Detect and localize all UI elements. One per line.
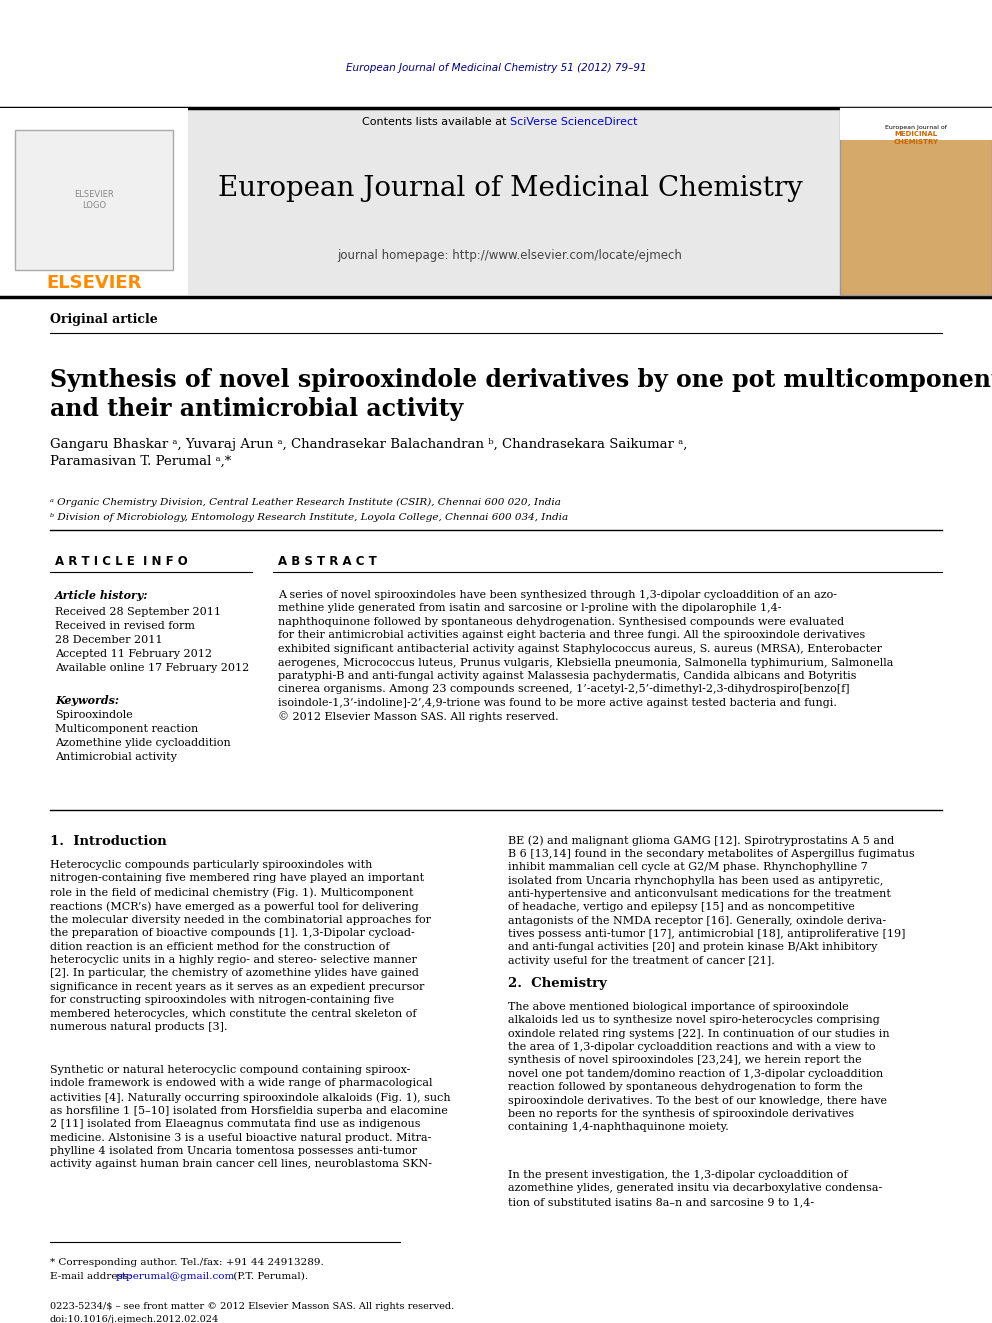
Text: 2.  Chemistry: 2. Chemistry — [508, 976, 607, 990]
Text: Original article: Original article — [50, 314, 158, 327]
FancyBboxPatch shape — [0, 110, 992, 295]
Text: Available online 17 February 2012: Available online 17 February 2012 — [55, 663, 249, 673]
Text: Keywords:: Keywords: — [55, 695, 119, 706]
Text: ELSEVIER
LOGO: ELSEVIER LOGO — [74, 191, 114, 210]
Text: European Journal of: European Journal of — [885, 126, 947, 131]
Text: Heterocyclic compounds particularly spirooxindoles with
nitrogen-containing five: Heterocyclic compounds particularly spir… — [50, 860, 431, 1032]
FancyBboxPatch shape — [0, 108, 188, 295]
Text: 0223-5234/$ – see front matter © 2012 Elsevier Masson SAS. All rights reserved.
: 0223-5234/$ – see front matter © 2012 El… — [50, 1302, 454, 1323]
Text: Synthetic or natural heterocyclic compound containing spiroox-
indole framework : Synthetic or natural heterocyclic compou… — [50, 1065, 450, 1170]
Text: A R T I C L E  I N F O: A R T I C L E I N F O — [55, 556, 187, 568]
Text: ptperumal@gmail.com: ptperumal@gmail.com — [116, 1271, 235, 1281]
Text: Gangaru Bhaskar ᵃ, Yuvaraj Arun ᵃ, Chandrasekar Balachandran ᵇ, Chandrasekara Sa: Gangaru Bhaskar ᵃ, Yuvaraj Arun ᵃ, Chand… — [50, 438, 687, 468]
Text: Antimicrobial activity: Antimicrobial activity — [55, 751, 177, 762]
Text: Received in revised form: Received in revised form — [55, 620, 195, 631]
Text: A B S T R A C T: A B S T R A C T — [278, 556, 377, 568]
Text: E-mail address:: E-mail address: — [50, 1271, 135, 1281]
Text: A series of novel spirooxindoles have been synthesized through 1,3-dipolar cyclo: A series of novel spirooxindoles have be… — [278, 590, 894, 722]
Text: Synthesis of novel spirooxindole derivatives by one pot multicomponent reaction
: Synthesis of novel spirooxindole derivat… — [50, 368, 992, 421]
Text: Spirooxindole: Spirooxindole — [55, 710, 133, 720]
Text: Article history:: Article history: — [55, 590, 149, 601]
Text: ᵇ Division of Microbiology, Entomology Research Institute, Loyola College, Chenn: ᵇ Division of Microbiology, Entomology R… — [50, 513, 568, 523]
FancyBboxPatch shape — [840, 108, 992, 140]
Text: ᵃ Organic Chemistry Division, Central Leather Research Institute (CSIR), Chennai: ᵃ Organic Chemistry Division, Central Le… — [50, 497, 560, 507]
Text: European Journal of Medicinal Chemistry: European Journal of Medicinal Chemistry — [217, 175, 803, 201]
Text: Accepted 11 February 2012: Accepted 11 February 2012 — [55, 650, 212, 659]
Text: BE (2) and malignant glioma GAMG [12]. Spirotryprostatins A 5 and
B 6 [13,14] fo: BE (2) and malignant glioma GAMG [12]. S… — [508, 835, 915, 966]
Text: * Corresponding author. Tel./fax: +91 44 24913289.: * Corresponding author. Tel./fax: +91 44… — [50, 1258, 323, 1267]
Text: 28 December 2011: 28 December 2011 — [55, 635, 163, 646]
Text: (P.T. Perumal).: (P.T. Perumal). — [230, 1271, 309, 1281]
FancyBboxPatch shape — [15, 130, 173, 270]
Text: journal homepage: http://www.elsevier.com/locate/ejmech: journal homepage: http://www.elsevier.co… — [337, 249, 682, 262]
Text: The above mentioned biological importance of spirooxindole
alkaloids led us to s: The above mentioned biological importanc… — [508, 1002, 890, 1132]
Text: In the present investigation, the 1,3-dipolar cycloaddition of
azomethine ylides: In the present investigation, the 1,3-di… — [508, 1170, 882, 1207]
Text: MEDICINAL
CHEMISTRY: MEDICINAL CHEMISTRY — [894, 131, 938, 144]
Text: 1.  Introduction: 1. Introduction — [50, 835, 167, 848]
Text: ELSEVIER: ELSEVIER — [47, 274, 142, 292]
FancyBboxPatch shape — [840, 108, 992, 295]
Text: European Journal of Medicinal Chemistry 51 (2012) 79–91: European Journal of Medicinal Chemistry … — [345, 64, 647, 73]
Text: Azomethine ylide cycloaddition: Azomethine ylide cycloaddition — [55, 738, 231, 747]
Text: SciVerse ScienceDirect: SciVerse ScienceDirect — [510, 116, 638, 127]
Text: Received 28 September 2011: Received 28 September 2011 — [55, 607, 221, 617]
Text: Contents lists available at: Contents lists available at — [362, 116, 510, 127]
Text: Multicomponent reaction: Multicomponent reaction — [55, 724, 198, 734]
